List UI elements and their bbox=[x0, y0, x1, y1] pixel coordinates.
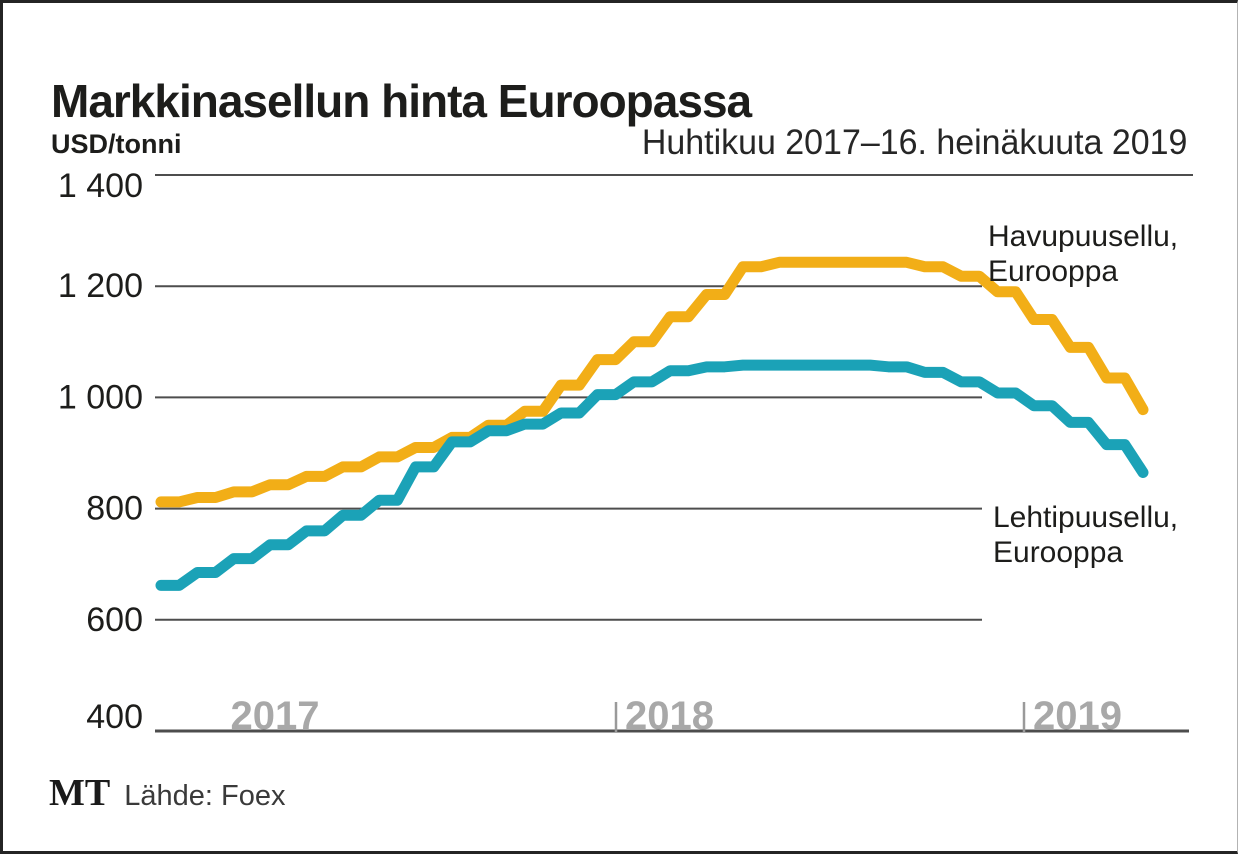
y-tick-label-1200: 1 200 bbox=[58, 267, 143, 305]
mt-logo: MT bbox=[49, 772, 111, 814]
source-label: Lähde: Foex bbox=[124, 780, 286, 812]
pulp-price-line-chart: 1 400 1 200 1 000 800 600 400 2017 2018 2019 bbox=[58, 167, 1193, 738]
y-tick-label-600: 600 bbox=[86, 601, 143, 639]
hardwood-price-line bbox=[155, 359, 1149, 591]
legend-softwood-line2: Eurooppa bbox=[988, 255, 1119, 288]
x-year-label-2019: 2019 bbox=[1033, 694, 1122, 738]
y-tick-label-800: 800 bbox=[86, 490, 143, 528]
legend-softwood-label: Havupuusellu, Eurooppa bbox=[988, 219, 1178, 289]
y-tick-label-1000: 1 000 bbox=[58, 378, 143, 416]
softwood-price-line bbox=[155, 256, 1149, 508]
legend-hardwood-line1: Lehtipuusellu, bbox=[993, 501, 1179, 534]
legend-softwood-line1: Havupuusellu, bbox=[988, 220, 1179, 253]
x-year-label-2018: 2018 bbox=[625, 694, 714, 738]
legend-hardwood-line2: Eurooppa bbox=[993, 536, 1124, 569]
x-year-label-2017: 2017 bbox=[231, 694, 320, 738]
y-tick-label-1400: 1 400 bbox=[58, 167, 143, 205]
period-subtitle: Huhtikuu 2017–16. heinäkuuta 2019 bbox=[641, 123, 1187, 162]
y-tick-label-400: 400 bbox=[86, 698, 143, 736]
y-axis-unit-label: USD/tonni bbox=[51, 129, 182, 159]
legend-hardwood-label: Lehtipuusellu, Eurooppa bbox=[993, 500, 1178, 570]
chart-title: Markkinasellun hinta Euroopassa bbox=[51, 74, 752, 127]
footer: MT Lähde: Foex bbox=[49, 771, 285, 815]
